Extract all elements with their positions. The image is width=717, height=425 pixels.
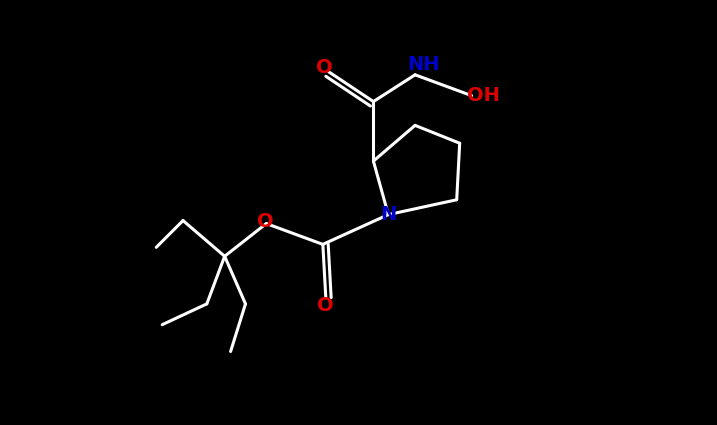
Text: NH: NH — [408, 54, 440, 74]
Text: N: N — [380, 205, 397, 224]
Text: OH: OH — [467, 86, 500, 105]
Text: O: O — [318, 295, 334, 314]
Text: O: O — [257, 212, 273, 231]
Text: O: O — [315, 57, 333, 76]
